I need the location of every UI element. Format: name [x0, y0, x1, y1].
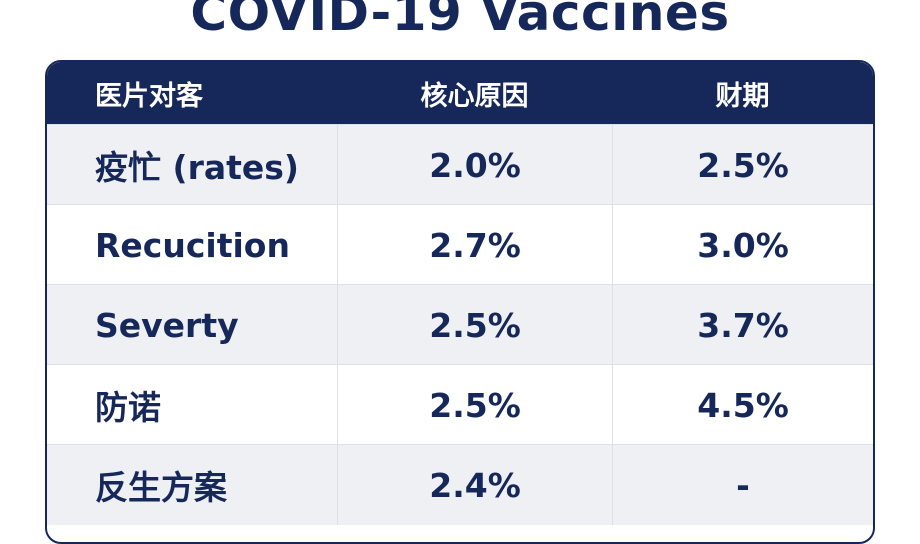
table-cell: 2.5% — [337, 285, 612, 365]
table-cell: - — [612, 445, 873, 525]
table-row: Recucition 2.7% 3.0% — [47, 204, 873, 285]
table-cell: Severty — [95, 305, 239, 345]
table-cell: 2.4% — [337, 445, 612, 525]
table-cell: 2.7% — [337, 205, 612, 285]
table-cell: 疫忙 (rates) — [95, 148, 299, 187]
page: COVID-19 Vaccines 医片对客 核心原因 财期疫忙 (rates) 2.… — [45, 0, 875, 544]
header-row: 医片对客 核心原因 财期 — [47, 62, 873, 124]
table-cell: 反生方案 — [95, 468, 227, 507]
table-cell: 2.5% — [337, 365, 612, 445]
table-row: 防诺 2.5% 4.5% — [47, 364, 873, 445]
table-cell: 3.0% — [612, 205, 873, 285]
header-cell: 医片对客 — [95, 80, 203, 112]
table-row: Severty 2.5% 3.7% — [47, 284, 873, 365]
table-cell: 2.5% — [612, 125, 873, 205]
data-table: 医片对客 核心原因 财期 疫忙 (rates) 2.0% 2.5% Recucition 2.… — [45, 60, 875, 544]
table-cell: 4.5% — [612, 365, 873, 445]
header-cell: 财期 — [715, 80, 770, 112]
page-title: COVID-19 Vaccines — [190, 0, 730, 42]
table-cell: 防诺 — [95, 388, 161, 427]
table-row: 反生方案 2.4% - — [47, 444, 873, 525]
table-cell: 3.7% — [612, 285, 873, 365]
table-cell: 2.0% — [337, 125, 612, 205]
table-row: 疫忙 (rates) 2.0% 2.5% — [47, 124, 873, 205]
table-cell: Recucition — [95, 225, 290, 265]
header-cell: 核心原因 — [420, 80, 529, 112]
